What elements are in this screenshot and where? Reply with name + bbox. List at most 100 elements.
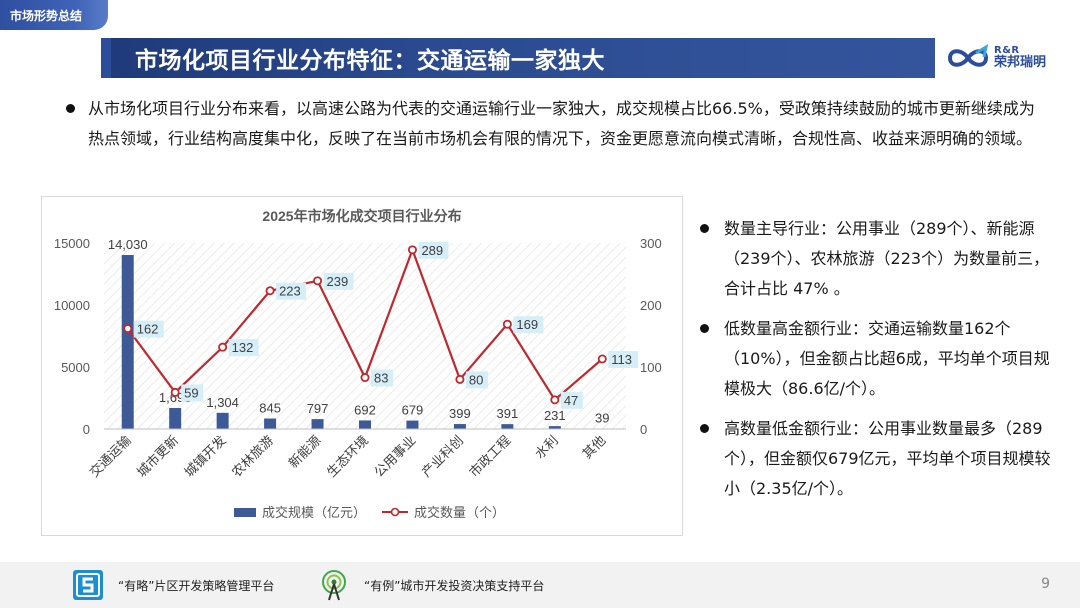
section-tab[interactable]: 市场形势总结 (0, 0, 108, 30)
bar-value-label: 845 (259, 401, 281, 416)
bar (121, 255, 134, 429)
line-point (218, 342, 228, 352)
infinity-logo-icon (947, 43, 989, 67)
line-value-label: 132 (232, 340, 254, 355)
line-value-label: 162 (137, 322, 159, 337)
x-category-label: 农林旅游 (229, 433, 276, 480)
bar (406, 420, 419, 429)
y-right-tick-label: 200 (640, 298, 662, 313)
y-right-tick-label: 300 (640, 236, 662, 251)
x-category-label: 生态环境 (324, 433, 371, 480)
page-number: 9 (1041, 576, 1050, 592)
line-value-label-bg (608, 350, 639, 368)
line-point (502, 319, 512, 329)
title-accent (101, 38, 111, 78)
line-value-label-bg (323, 272, 354, 290)
line-point (313, 276, 323, 286)
line-point (265, 286, 275, 296)
x-category-label: 市政工程 (466, 433, 513, 480)
industry-distribution-chart: 2025年市场化成交项目行业分布 0 5000 10000 15000 0 100 200 30… (54, 208, 662, 520)
line-value-label: 47 (564, 393, 578, 408)
point-2: 低数量高金额行业：交通运输数量162个（10%），但金额占比超6成，平均单个项目… (698, 314, 1054, 404)
x-category-label: 产业科创 (419, 433, 466, 480)
bar (453, 424, 466, 429)
key-points: 数量主导行业：公用事业（289个）、新能源（239个）、农林旅游（223个）为数… (698, 214, 1054, 514)
footer-item2-label: “有例”城市开发投资决策支持平台 (364, 578, 545, 593)
bar-value-label: 692 (354, 402, 376, 417)
line-value-label-bg (371, 369, 393, 387)
bar (311, 419, 324, 429)
y-left-tick-label: 5000 (61, 360, 90, 375)
x-category-label: 城镇开发 (181, 433, 228, 480)
intro-paragraph: 从市场化项目行业分布来看，以高速公路为代表的交通运输行业一家独大，成交规模占比6… (66, 94, 1046, 154)
bar-value-label: 14,030 (108, 237, 148, 252)
bullet-dot (66, 104, 75, 113)
chart-frame: 2025年市场化成交项目行业分布 0 5000 10000 15000 0 100 200 30… (41, 196, 683, 536)
line-point (170, 387, 180, 397)
line-point (455, 374, 465, 384)
line-value-label: 80 (469, 372, 483, 387)
line-value-label: 239 (327, 274, 349, 289)
chart-title: 2025年市场化成交项目行业分布 (262, 208, 461, 224)
s-badge-icon (73, 570, 103, 600)
bar-value-label: 39 (595, 411, 609, 426)
line-value-label: 289 (421, 243, 443, 258)
footer-item1-label: “有略”片区开发策略管理平台 (118, 578, 275, 593)
x-category-label: 新能源 (285, 433, 323, 471)
bullet-dot (700, 324, 709, 333)
bar-value-label: 399 (449, 406, 471, 421)
y-right-tick-label: 0 (640, 422, 647, 437)
signal-tower-icon (322, 570, 346, 601)
line-value-label-bg (133, 320, 164, 338)
line-point (123, 324, 133, 334)
x-category-label: 城市更新 (134, 433, 181, 480)
line-value-label-bg (228, 339, 259, 357)
legend-line-marker (390, 507, 400, 517)
line-point (407, 245, 417, 255)
intro-text: 从市场化项目行业分布来看，以高速公路为代表的交通运输行业一家独大，成交规模占比6… (88, 99, 1035, 148)
logo-cn: 荣邦瑞明 (994, 55, 1047, 71)
line-point (550, 395, 560, 405)
bar-value-label: 797 (307, 401, 329, 416)
bar-value-label: 231 (544, 408, 566, 423)
line-value-label-bg (465, 371, 488, 389)
footer-platform-strategy[interactable]: “有略”片区开发策略管理平台 (72, 569, 274, 601)
point-2-text: 低数量高金额行业：交通运输数量162个（10%），但金额占比超6成，平均单个项目… (724, 319, 1050, 398)
x-category-label: 公用事业 (371, 433, 418, 480)
line-value-label-bg (276, 282, 307, 300)
point-1: 数量主导行业：公用事业（289个）、新能源（239个）、农林旅游（223个）为数… (698, 214, 1054, 304)
line-value-label: 113 (611, 352, 632, 367)
line-value-label: 59 (184, 385, 198, 400)
y-right-tick-label: 100 (640, 360, 662, 375)
footer-bar: “有略”片区开发策略管理平台 “有例”城市开发投资决策支持平台 9 (0, 562, 1080, 608)
footer-platform-decision[interactable]: “有例”城市开发投资决策支持平台 (318, 569, 544, 601)
bullet-dot (700, 224, 709, 233)
bar (548, 426, 561, 429)
x-category-label: 交通运输 (86, 433, 133, 480)
bar-value-label: 1,304 (206, 395, 239, 410)
bar (169, 408, 182, 429)
line-value-label: 169 (516, 317, 538, 332)
line-value-label-bg (181, 384, 204, 402)
x-category-label: 水利 (532, 433, 561, 462)
bar (501, 424, 514, 429)
page-title: 市场化项目行业分布特征：交通运输一家独大 (101, 38, 935, 78)
line-value-label-bg (560, 391, 583, 409)
line-value-label: 223 (279, 284, 301, 299)
line-value-label-bg (513, 316, 544, 334)
bar-value-label: 391 (497, 406, 519, 421)
x-category-label: 其他 (579, 433, 608, 462)
point-1-text: 数量主导行业：公用事业（289个）、新能源（239个）、农林旅游（223个）为数… (724, 219, 1050, 298)
bar-value-label: 679 (402, 403, 424, 418)
bar (264, 418, 277, 429)
legend-line-label: 成交数量（个） (414, 505, 505, 520)
point-3: 高数量低金额行业：公用事业数量最多（289个），但金额仅679亿元，平均单个项目… (698, 414, 1054, 504)
y-left-tick-label: 0 (83, 422, 90, 437)
line-value-label-bg (418, 241, 449, 259)
legend-bar-swatch (234, 508, 256, 517)
legend-bar-label: 成交规模（亿元） (262, 505, 366, 520)
bar (216, 412, 229, 429)
logo-en: R&R (994, 44, 1020, 56)
point-3-text: 高数量低金额行业：公用事业数量最多（289个），但金额仅679亿元，平均单个项目… (724, 419, 1051, 498)
bar (359, 420, 371, 429)
